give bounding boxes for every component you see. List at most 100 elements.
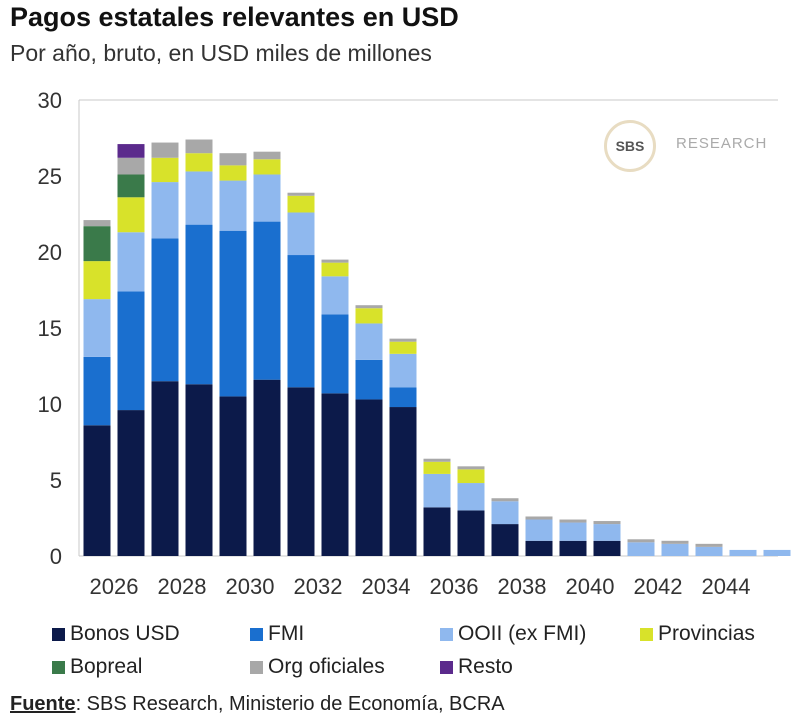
y-axis-ticks: 0 5 10 15 20 25 30 [38,88,62,569]
bar-segment [117,232,145,292]
bar-segment [389,353,417,388]
bar-segment [185,139,213,154]
bar-segment [83,261,111,300]
bar-segment [117,157,145,175]
legend-item-org-oficiales: Org oficiales [250,655,385,679]
chart-bars [83,139,791,556]
bar-segment [219,165,247,181]
bar-segment [457,483,485,511]
sbs-logo-icon: SBS [604,120,656,172]
bar-segment [253,379,281,556]
bar-segment [287,387,315,556]
bar-segment [321,393,349,556]
bar-segment [287,192,315,196]
bar-segment [253,159,281,175]
legend-swatch [640,628,653,641]
legend-swatch [52,628,65,641]
legend-swatch [250,628,263,641]
bar-segment [321,314,349,394]
y-tick-label: 30 [38,88,62,113]
bar-segment [219,230,247,397]
y-tick-label: 15 [38,316,62,341]
chart-title: Pagos estatales relevantes en USD [10,2,459,32]
bar-segment [83,356,111,426]
bar-segment [321,276,349,315]
legend-label: OOII (ex FMI) [458,622,587,645]
bar-segment [151,238,179,382]
y-tick-label: 5 [50,468,62,493]
legend-label: Org oficiales [268,655,385,678]
bar-segment [151,142,179,158]
x-tick-label: 2032 [294,574,343,599]
x-tick-label: 2044 [702,574,751,599]
bar-segment [355,323,383,360]
bar-segment [661,540,689,544]
bar-segment [219,180,247,231]
bar-segment [219,396,247,556]
x-tick-label: 2030 [226,574,275,599]
bar-segment [83,226,111,262]
legend-label: Provincias [658,622,755,645]
x-tick-label: 2026 [90,574,139,599]
bar-segment [253,174,281,222]
legend-label: Resto [458,655,513,678]
stacked-bar-chart: 0 5 10 15 20 25 30 2026 2028 2030 2032 2034 2036 203… [38,88,791,599]
bar-segment [151,157,179,183]
legend-label: Bonos USD [70,622,180,645]
bar-segment [593,540,621,556]
bar-segment [423,458,451,462]
bar-segment [457,466,485,470]
bar-segment [593,521,621,525]
bar-segment [525,516,553,520]
bar-segment [355,308,383,324]
bar-segment [185,153,213,172]
source-label: Fuente [10,693,76,715]
source-text: : SBS Research, Ministerio de Economía, … [75,693,505,715]
x-tick-label: 2034 [362,574,411,599]
bar-segment [185,224,213,385]
bar-segment [185,171,213,225]
bar-segment [253,221,281,380]
bar-segment [83,299,111,357]
logo-text: RESEARCH [676,135,768,152]
bar-segment [287,195,315,213]
legend-swatch [440,628,453,641]
bar-segment [219,153,247,166]
x-axis-ticks: 2026 2028 2030 2032 2034 2036 2038 2040 2042 2044 [90,574,751,599]
legend-item-resto: Resto [440,655,513,679]
legend-swatch [52,661,65,674]
bar-segment [559,519,587,523]
bar-segment [117,197,145,233]
y-tick-label: 0 [50,544,62,569]
bar-segment [559,540,587,556]
y-tick-label: 20 [38,240,62,265]
bar-segment [593,524,621,541]
legend-item-provincias: Provincias [640,622,755,646]
legend-item-fmi: FMI [250,622,304,646]
bar-segment [117,410,145,556]
bar-segment [627,542,655,556]
legend-item-bonos-usd: Bonos USD [52,622,180,646]
legend-item-ooii: OOII (ex FMI) [440,622,586,646]
bar-segment [729,549,757,556]
x-tick-label: 2040 [566,574,615,599]
bar-segment [117,174,145,198]
bar-segment [457,510,485,556]
y-tick-label: 25 [38,164,62,189]
bar-segment [491,498,519,502]
bar-segment [117,291,145,411]
bar-segment [151,182,179,239]
bar-segment [525,540,553,556]
bar-segment [151,381,179,556]
bar-segment [389,387,417,408]
bar-segment [83,425,111,556]
bar-segment [423,461,451,474]
bar-segment [695,546,723,556]
bar-segment [355,399,383,556]
bar-segment [457,469,485,484]
x-tick-label: 2036 [430,574,479,599]
legend-item-bopreal: Bopreal [52,655,142,679]
bar-segment [321,259,349,263]
y-tick-label: 10 [38,392,62,417]
bar-segment [389,407,417,556]
